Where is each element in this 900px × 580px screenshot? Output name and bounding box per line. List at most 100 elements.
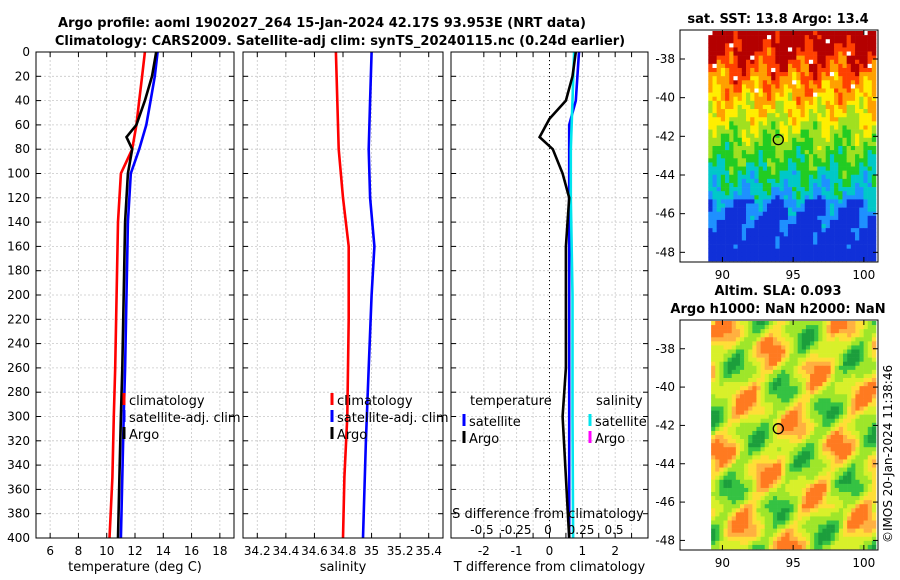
- map-cell: [817, 195, 822, 200]
- map-cell: [719, 447, 724, 452]
- map-cell: [804, 203, 810, 208]
- map-cell: [762, 137, 768, 143]
- map-cell: [825, 109, 831, 114]
- map-cell: [813, 166, 818, 171]
- map-cell: [760, 325, 765, 330]
- map-cell: [813, 113, 818, 118]
- map-cell: [825, 39, 831, 44]
- map-cell: [826, 540, 831, 546]
- map-cell: [846, 51, 852, 56]
- map-cell: [789, 536, 794, 542]
- map-cell: [851, 414, 856, 420]
- map-cell: [793, 544, 798, 550]
- map-cell: [867, 345, 873, 350]
- map-cell: [744, 414, 749, 420]
- map-cell: [838, 528, 844, 534]
- map-cell: [739, 508, 745, 513]
- map-cell: [847, 402, 852, 407]
- map-cell: [855, 100, 860, 106]
- map-cell: [752, 382, 757, 387]
- map-cell: [783, 104, 789, 110]
- map-cell: [847, 378, 852, 383]
- map-cell: [834, 365, 840, 371]
- map-cell: [804, 256, 810, 262]
- map-cell: [783, 31, 789, 36]
- map-cell: [746, 207, 751, 213]
- map-cell: [834, 516, 840, 521]
- map-cell: [800, 84, 806, 89]
- map-cell: [796, 129, 801, 134]
- map-cell: [805, 426, 811, 432]
- map-cell: [727, 443, 733, 448]
- map-cell: [834, 500, 840, 505]
- map-cell: [708, 219, 713, 225]
- map-cell: [842, 63, 847, 69]
- map-cell: [741, 174, 747, 180]
- map-cell: [792, 154, 797, 159]
- map-cell: [744, 483, 749, 489]
- map-cell: [735, 422, 741, 428]
- map-cell: [817, 236, 822, 241]
- map-cell: [752, 406, 757, 411]
- map-cell: [787, 211, 793, 217]
- map-cell: [810, 406, 815, 411]
- map-cell: [711, 373, 716, 379]
- map-cell: [739, 369, 745, 375]
- map-cell: [871, 524, 877, 529]
- map-cell: [846, 211, 852, 217]
- map-cell: [871, 31, 877, 36]
- map-cell: [720, 219, 726, 225]
- map-cell: [729, 96, 734, 102]
- map-cell: [871, 104, 877, 110]
- map-cell: [762, 55, 768, 61]
- map-cell: [805, 378, 811, 383]
- map-cell: [855, 333, 860, 338]
- map-cell: [760, 414, 765, 420]
- map-cell: [826, 422, 831, 428]
- map-cell: [814, 402, 819, 407]
- map-cell: [859, 39, 864, 44]
- map-cell: [739, 422, 745, 428]
- map-cell: [711, 435, 716, 440]
- map-cell: [855, 228, 860, 233]
- map-cell: [783, 240, 789, 245]
- map-cell: [762, 51, 768, 56]
- map-cell: [733, 121, 738, 126]
- map-cell: [867, 92, 873, 98]
- map-cell: [752, 422, 757, 428]
- x-tick-label: 34.4: [272, 544, 299, 558]
- map-cell: [708, 133, 713, 139]
- map-cell: [810, 398, 815, 403]
- map-cell: [739, 443, 745, 448]
- map-cell: [735, 487, 741, 493]
- map-cell: [810, 333, 815, 338]
- map-cell: [716, 211, 722, 217]
- map-cell: [762, 207, 768, 213]
- map-cell: [859, 337, 864, 342]
- map-cell: [830, 365, 836, 371]
- map-cell: [813, 80, 818, 85]
- map-cell: [822, 325, 827, 330]
- map-cell: [863, 524, 869, 529]
- map-cell: [741, 137, 747, 143]
- legend-label: Argo: [595, 432, 625, 447]
- map-cell: [829, 224, 835, 229]
- map-cell: [818, 504, 823, 509]
- map-cell: [825, 35, 831, 40]
- map-cell: [789, 418, 794, 424]
- map-cell: [801, 520, 807, 525]
- map-cell: [750, 166, 755, 171]
- map-cell: [800, 47, 806, 52]
- map-cell: [814, 361, 819, 367]
- map-cell: [796, 146, 801, 151]
- map-cell: [792, 240, 797, 245]
- map-cell: [787, 96, 793, 102]
- map-cell: [779, 117, 785, 122]
- map-cell: [859, 232, 864, 237]
- map-cell: [744, 349, 749, 354]
- map-cell: [789, 471, 794, 477]
- map-cell: [808, 141, 814, 147]
- map-cell: [716, 248, 722, 254]
- map-cell: [785, 463, 790, 468]
- map-cell: [808, 228, 814, 233]
